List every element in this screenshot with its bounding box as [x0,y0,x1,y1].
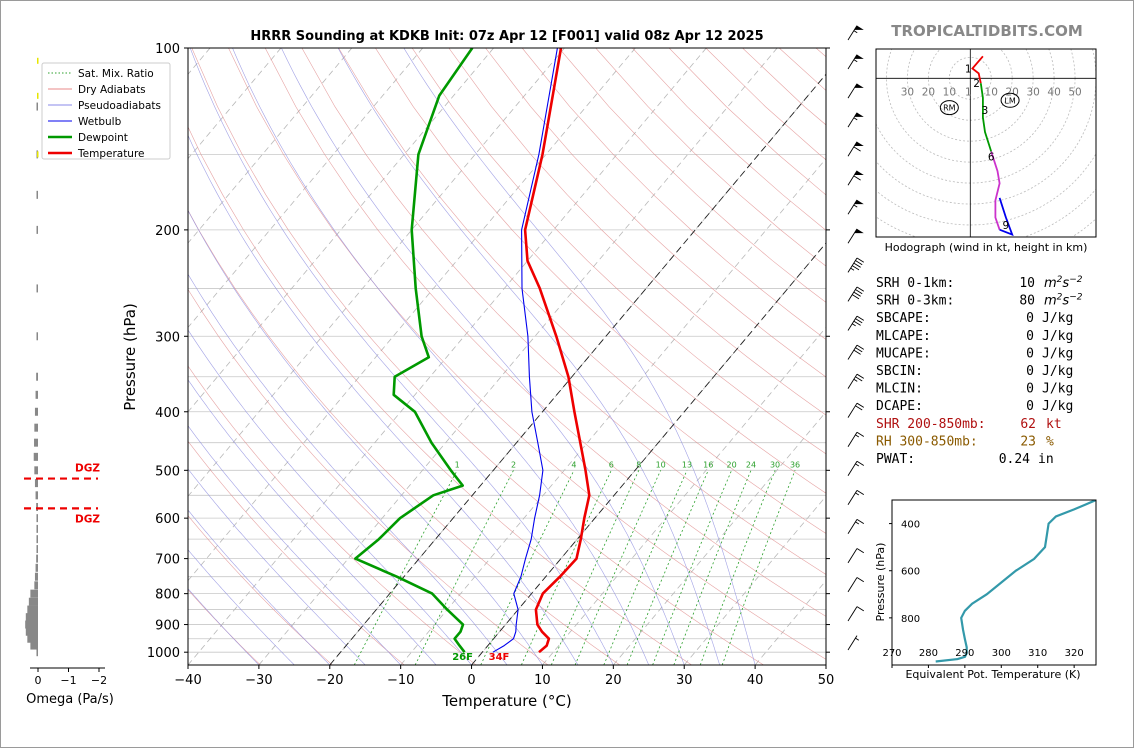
sounding-figure: HRRR Sounding at KDKB Init: 07z Apr 12 [… [0,0,1134,748]
figure-border [0,0,1134,748]
